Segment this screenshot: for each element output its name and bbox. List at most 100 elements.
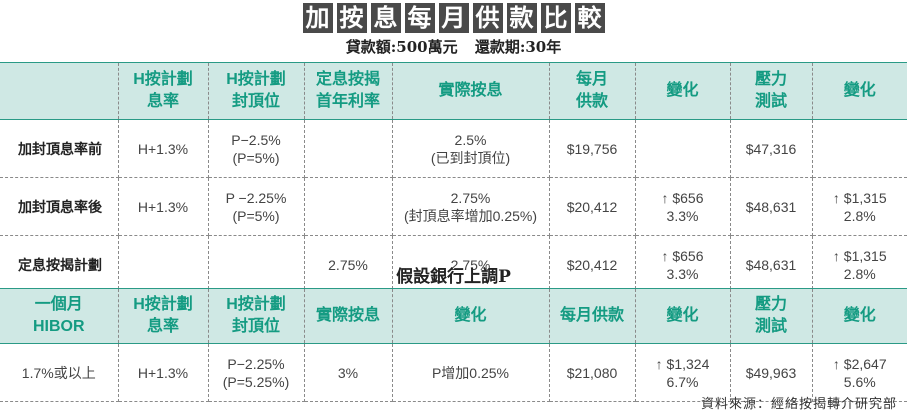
cell-line-1: 2.75%	[450, 256, 491, 273]
cell-line-1: 變化	[666, 82, 699, 99]
title-char: 每	[404, 3, 435, 33]
cell-line-1: 每月供款	[559, 307, 624, 324]
cell-line-1: $20,412	[566, 256, 618, 273]
cell-line-1: $47,316	[745, 140, 797, 157]
cell-line-1: 實際按息	[438, 82, 503, 99]
column-header: 變化	[812, 288, 907, 344]
cell-line-2: 封頂位	[231, 93, 280, 110]
cell-line-2: 3.3%	[666, 207, 699, 224]
title-char: 月	[438, 3, 469, 33]
cell-line-1: 實際按息	[315, 307, 380, 324]
cell-line-1: 2.5%	[454, 131, 487, 148]
column-header: 定息按揭 首年利率	[304, 62, 393, 120]
table-cell: ↑ $1,315 2.8%	[812, 235, 907, 294]
column-header: 變化	[635, 288, 731, 344]
cell-line-1: $49,963	[745, 364, 797, 381]
table-cell: $20,412	[549, 177, 636, 236]
main-title: 加按息每月供款比較	[0, 3, 907, 33]
cell-line-1: 一個月	[34, 296, 83, 313]
column-header: H按計劃 封頂位	[208, 288, 305, 344]
cell-line-1: 變化	[843, 82, 876, 99]
cell-line-2: 供款	[575, 93, 608, 110]
cell-line-2: 首年利率	[315, 93, 380, 110]
cell-line-1: ↑ $656	[661, 189, 704, 206]
table-cell: 2.75%	[392, 235, 550, 294]
table-cell: H+1.3%	[118, 119, 209, 178]
table-cell: P−2.25% (P=5.25%)	[208, 343, 305, 402]
cell-line-2: 5.6%	[843, 373, 876, 390]
loan-amount: 貸款額:500萬元	[345, 38, 458, 56]
cell-line-2: 測試	[754, 318, 787, 335]
table-row: 加封頂息率前 H+1.3% P−2.5% (P=5%) 2.5% (已到封頂位) $19,7…	[0, 119, 907, 178]
cell-line-1: $48,631	[745, 256, 797, 273]
row-label: 定息按揭計劃	[0, 235, 119, 294]
cell-line-2: 3.3%	[666, 265, 699, 282]
cell-line-2: 2.8%	[843, 207, 876, 224]
column-header: H按計劃 息率	[118, 62, 209, 120]
cell-line-1: P增加0.25%	[431, 364, 510, 381]
section-title-rate-hike: 假設銀行上調P	[396, 267, 511, 287]
column-header: 變化	[392, 288, 550, 344]
table-cell: H+1.3%	[118, 177, 209, 236]
cell-line-1: $48,631	[745, 198, 797, 215]
table-row: 加封頂息率後 H+1.3% P −2.25% (P=5%) 2.75% (封頂息率增加0.…	[0, 177, 907, 236]
table-cell	[304, 177, 393, 236]
cell-line-1: $20,412	[566, 198, 618, 215]
cell-line-1: $21,080	[566, 364, 618, 381]
table-cell: $49,963	[730, 343, 813, 402]
cell-line-1: 變化	[843, 307, 876, 324]
cell-line-2: (已到封頂位)	[430, 149, 511, 166]
table-cell	[635, 119, 731, 178]
table-cell	[208, 235, 305, 294]
title-char: 供	[472, 3, 503, 33]
table-row: 定息按揭計劃 2.75% 2.75% $20,412 ↑ $656 3.3% $48,631…	[0, 235, 907, 294]
title-char: 比	[540, 3, 571, 33]
table-cell: H+1.3%	[118, 343, 209, 402]
cell-line-1: ↑ $1,324	[655, 355, 710, 372]
cell-line-1: 定息按揭	[315, 71, 380, 88]
row-label: 加封頂息率前	[0, 119, 119, 178]
column-header: 壓力 測試	[730, 288, 813, 344]
comparison-table: H按計劃 息率 H按計劃 封頂位 定息按揭 首年利率 實際按息 每月 供款 變化 壓力 測試 變化 加封…	[0, 62, 907, 294]
cell-line-1: 每月	[575, 71, 608, 88]
table-cell: $48,631	[730, 177, 813, 236]
cell-line-1: ↑ $656	[661, 247, 704, 264]
title-char: 息	[370, 3, 401, 33]
cell-line-1: $19,756	[566, 140, 618, 157]
title-char: 較	[574, 3, 605, 33]
cell-line-1: P −2.25%	[225, 189, 287, 206]
cell-line-2: 測試	[754, 93, 787, 110]
cell-line-1: H+1.3%	[137, 198, 189, 215]
cell-line-1: H按計劃	[226, 71, 286, 88]
column-header: 壓力 測試	[730, 62, 813, 120]
cell-line-1: ↑ $2,647	[832, 355, 887, 372]
cell-line-1: ↑ $1,315	[832, 247, 887, 264]
column-header: H按計劃封頂位	[208, 62, 305, 120]
rate-hike-table: 一個月 HIBOR H按計劃 息率 H按計劃 封頂位 實際按息 變化 每月供款 變化 壓力 測試 變化 …	[0, 288, 907, 402]
table-cell: P−2.5% (P=5%)	[208, 119, 305, 178]
cell-line-2: 2.8%	[843, 265, 876, 282]
column-header: 實際按息	[304, 288, 393, 344]
table-cell: $21,080	[549, 343, 636, 402]
table-cell: P增加0.25%	[392, 343, 550, 402]
table-cell: ↑ $656 3.3%	[635, 177, 731, 236]
cell-line-2: (P=5.25%)	[222, 373, 290, 390]
column-header: 實際按息	[392, 62, 550, 120]
table-cell: 3%	[304, 343, 393, 402]
column-header: 變化	[635, 62, 731, 120]
column-header: 一個月 HIBOR	[0, 288, 119, 344]
cell-line-1: 壓力	[754, 71, 787, 88]
table-cell: ↑ $1,324 6.7%	[635, 343, 731, 402]
table-cell: ↑ $2,647 5.6%	[812, 343, 907, 402]
row-label: 加封頂息率後	[0, 177, 119, 236]
cell-line-1: 壓力	[754, 296, 787, 313]
cell-line-1: 2.75%	[450, 189, 491, 206]
cell-line-1: ↑ $1,315	[832, 189, 887, 206]
table-cell: 2.75% (封頂息率增加0.25%)	[392, 177, 550, 236]
cell-line-1: H按計劃	[226, 296, 286, 313]
table-cell: $19,756	[549, 119, 636, 178]
table-cell: $20,412	[549, 235, 636, 294]
cell-line-1: H按計劃	[133, 71, 193, 88]
cell-line-2: (封頂息率增加0.25%)	[403, 207, 538, 224]
column-header	[0, 62, 119, 120]
